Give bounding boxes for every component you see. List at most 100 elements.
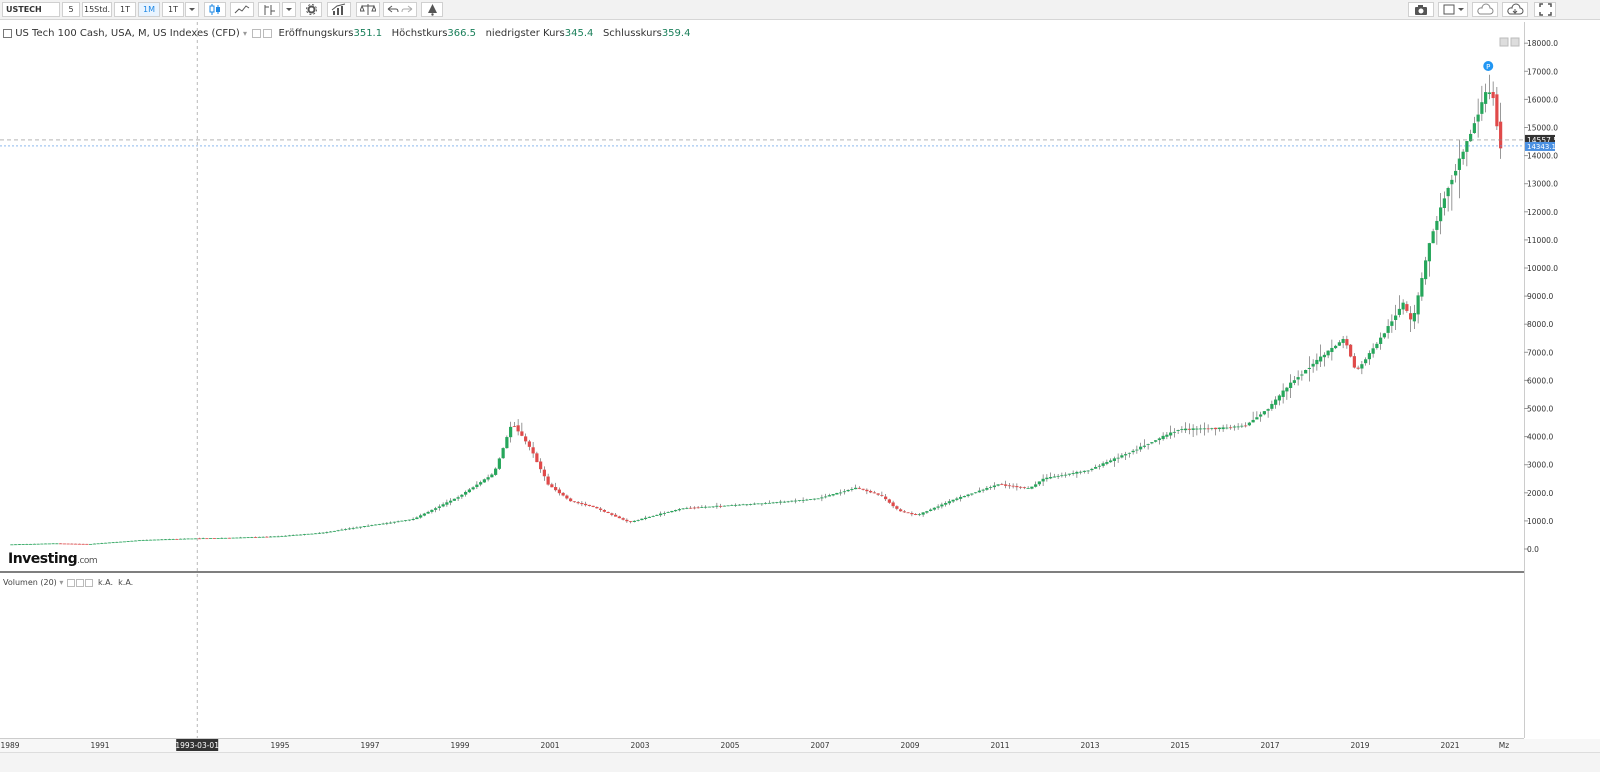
candle-up — [160, 539, 164, 541]
candle-down — [719, 505, 723, 507]
candle-up — [306, 533, 310, 535]
scale-icon[interactable] — [356, 2, 380, 17]
candle-up — [992, 485, 996, 488]
candle-down — [614, 514, 618, 517]
drawing-dropdown-icon[interactable] — [282, 2, 296, 17]
candle-up — [1259, 414, 1263, 417]
candle-down — [872, 492, 876, 494]
candle-up — [1135, 449, 1139, 451]
undo-icon[interactable] — [387, 5, 399, 13]
candle-down — [74, 543, 78, 545]
candle-up — [1142, 445, 1146, 447]
candle-down — [902, 511, 906, 513]
candle-up — [171, 539, 175, 540]
candle-down — [557, 489, 561, 494]
interval-1m-button[interactable]: 1M — [138, 2, 160, 17]
candle-up — [1322, 354, 1326, 358]
candle-up — [1379, 337, 1383, 344]
candle-up — [437, 506, 441, 508]
candle-up — [1199, 428, 1203, 430]
candle-up — [1386, 326, 1390, 333]
candle-up — [149, 539, 153, 541]
indicators-icon[interactable] — [230, 2, 254, 17]
interval-dropdown-icon[interactable] — [185, 2, 199, 17]
candle-up — [1116, 457, 1120, 459]
volume-hide-icon[interactable] — [75, 578, 84, 587]
candle-down — [265, 536, 269, 538]
candle-up — [456, 497, 460, 499]
candle-up — [1311, 363, 1315, 367]
candle-down — [689, 507, 693, 509]
compare-bars-icon[interactable] — [327, 2, 351, 17]
y-tick-label: 16000.0 — [1527, 95, 1558, 104]
candlestick-type-icon[interactable] — [204, 2, 226, 17]
candle-up — [782, 501, 786, 503]
candle-up — [164, 539, 168, 541]
candle-up — [452, 498, 456, 501]
candle-up — [1412, 312, 1416, 322]
candle-up — [1124, 454, 1128, 456]
candle-down — [212, 538, 216, 539]
candle-up — [1037, 481, 1041, 485]
x-tick-label: 2017 — [1260, 741, 1279, 750]
fullscreen-icon[interactable] — [1534, 2, 1556, 17]
candle-up — [332, 530, 336, 532]
camera-icon[interactable] — [1408, 2, 1434, 17]
legend-close-icon[interactable] — [263, 28, 273, 38]
candle-up — [1461, 151, 1465, 160]
interval-1t-button[interactable]: 1T — [162, 2, 184, 17]
candle-up — [1326, 350, 1330, 356]
candle-down — [1349, 344, 1353, 357]
price-chart[interactable]: 0.0 1000.0 2000.0 3000.0 4000.0 5000.0 6000.0 7… — [0, 0, 1600, 752]
candle-up — [1112, 458, 1116, 461]
current-price-badge — [1525, 141, 1555, 151]
interval-15h-button[interactable]: 15Std. — [82, 2, 112, 17]
legend-dropdown-icon[interactable]: ▾ — [242, 29, 247, 38]
candle-up — [1172, 431, 1176, 433]
candle-up — [235, 537, 239, 539]
candle-up — [1064, 474, 1068, 476]
candle-down — [857, 487, 861, 489]
candle-up — [152, 539, 156, 541]
symbol-search-input[interactable]: USTECH — [2, 2, 60, 17]
collapse-legend-icon[interactable] — [3, 28, 12, 38]
settings-gear-icon[interactable] — [300, 2, 322, 17]
candle-down — [527, 441, 531, 447]
candle-up — [1225, 427, 1229, 429]
volume-settings-icon[interactable] — [66, 578, 75, 587]
volume-close-icon[interactable] — [84, 578, 93, 587]
volume-dropdown-icon[interactable]: ▾ — [59, 578, 64, 587]
candle-up — [32, 543, 36, 545]
candle-up — [434, 508, 438, 510]
y-tick-label: 5000.0 — [1527, 405, 1553, 414]
candle-up — [760, 503, 764, 505]
candle-down — [895, 506, 899, 509]
layout-icon[interactable] — [1438, 2, 1468, 17]
candle-down — [1405, 304, 1409, 311]
interval-1d-button[interactable]: 1T — [114, 2, 136, 17]
candle-up — [846, 489, 850, 492]
cloud-save-icon[interactable] — [1502, 2, 1528, 17]
candle-up — [299, 534, 303, 536]
legend-settings-icon[interactable] — [252, 28, 262, 38]
candle-down — [610, 513, 614, 515]
y-tick-label: 8000.0 — [1527, 320, 1553, 329]
alert-bell-icon[interactable] — [421, 2, 443, 17]
candle-up — [111, 542, 115, 544]
cloud-load-icon[interactable] — [1472, 2, 1498, 17]
candle-up — [977, 490, 981, 493]
redo-icon[interactable] — [401, 5, 413, 13]
candle-up — [752, 503, 756, 505]
candle-down — [576, 502, 580, 504]
x-tick-label: 1991 — [90, 741, 109, 750]
candlestick-series — [10, 74, 1503, 546]
candle-up — [989, 487, 993, 489]
candle-up — [1105, 462, 1109, 464]
drawing-tools-icon[interactable] — [258, 2, 280, 17]
candle-up — [261, 536, 265, 538]
high-label: Höchstkurs — [391, 28, 448, 39]
crosshair-price-badge — [1525, 134, 1555, 145]
candle-up — [970, 493, 974, 495]
candle-down — [550, 484, 554, 488]
interval-5-button[interactable]: 5 — [62, 2, 80, 17]
